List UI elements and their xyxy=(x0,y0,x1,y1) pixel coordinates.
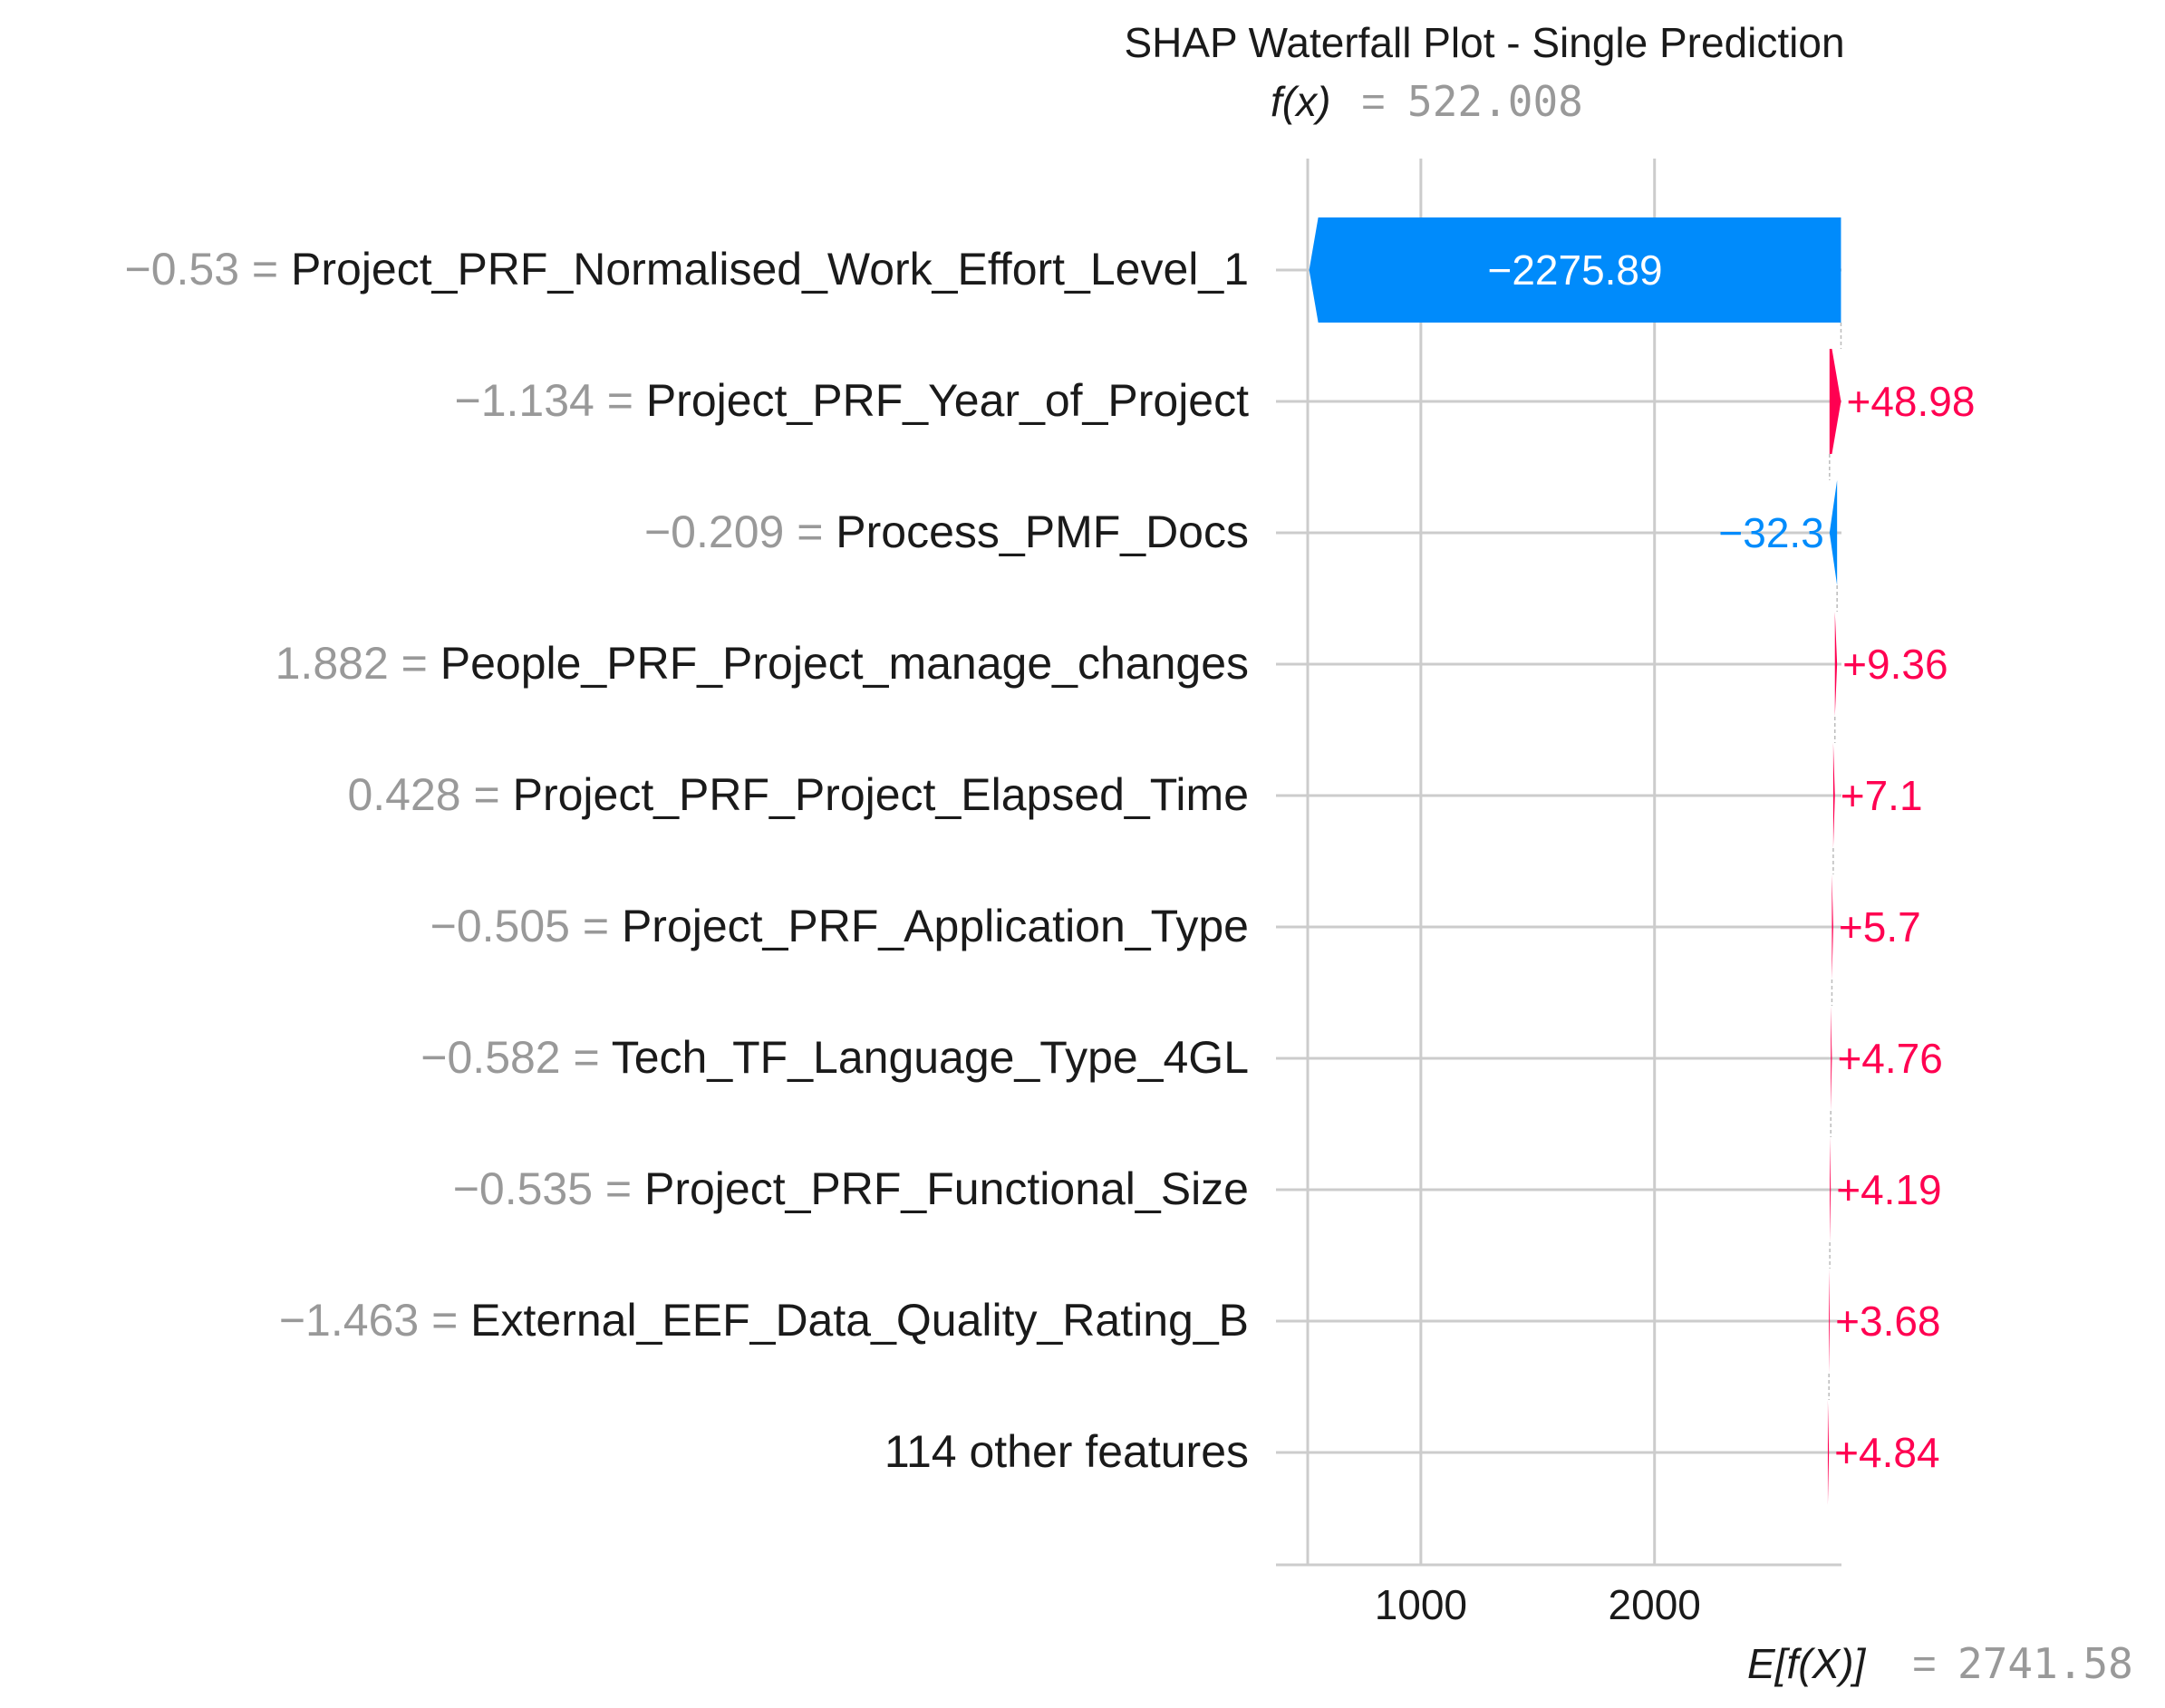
feature-label: −0.535 = Project_PRF_Functional_Size xyxy=(453,1163,1249,1214)
waterfall-bar xyxy=(1830,1137,1832,1242)
feature-value: −0.535 = xyxy=(453,1163,644,1214)
waterfall-bar xyxy=(1829,480,1838,585)
feature-name: Project_PRF_Normalised_Work_Effort_Level… xyxy=(291,244,1249,294)
feature-label: −0.582 = Tech_TF_Language_Type_4GL xyxy=(420,1032,1249,1083)
grid-layer xyxy=(1276,159,1841,1567)
waterfall-bar xyxy=(1831,1006,1832,1111)
shap-value-label: +9.36 xyxy=(1842,641,1948,688)
bar-layer xyxy=(1309,217,1842,1505)
feature-value: −1.463 = xyxy=(279,1295,470,1346)
efx-equals: = xyxy=(1912,1640,1937,1687)
shap-value-label: +48.98 xyxy=(1846,378,1975,425)
x-tick-label: 2000 xyxy=(1609,1581,1701,1628)
shap-value-label: +4.76 xyxy=(1837,1035,1942,1082)
efx-footer: E[f(X)] = 2741.58 xyxy=(1747,1639,2133,1688)
feature-name: External_EEF_Data_Quality_Rating_B xyxy=(470,1295,1249,1346)
shap-value-label: +4.84 xyxy=(1834,1429,1939,1476)
waterfall-bar xyxy=(1829,1269,1831,1374)
shap-value-label: +3.68 xyxy=(1835,1298,1940,1345)
shap-value-label: −32.3 xyxy=(1718,509,1823,556)
feature-label: −1.463 = External_EEF_Data_Quality_Ratin… xyxy=(279,1295,1249,1346)
efx-label: E[f(X)] xyxy=(1747,1640,1867,1687)
feature-value: 0.428 = xyxy=(347,769,512,820)
shap-value-label: +4.19 xyxy=(1836,1166,1941,1213)
waterfall-bar xyxy=(1309,217,1841,323)
fx-label: f(x) xyxy=(1271,78,1330,125)
waterfall-bar xyxy=(1827,1400,1830,1505)
feature-label: −0.209 = Process_PMF_Docs xyxy=(644,507,1249,557)
chart-title: SHAP Waterfall Plot - Single Prediction xyxy=(1124,19,1844,66)
feature-label: 1.882 = People_PRF_Project_manage_change… xyxy=(275,638,1249,689)
feature-name: Project_PRF_Functional_Size xyxy=(644,1163,1249,1214)
feature-value: −0.209 = xyxy=(644,507,836,557)
fx-value: 522.008 xyxy=(1407,77,1583,126)
feature-value: −0.505 = xyxy=(430,901,622,951)
fx-equals: = xyxy=(1361,78,1386,125)
feature-name: Tech_TF_Language_Type_4GL xyxy=(612,1032,1249,1083)
feature-value: −0.582 = xyxy=(420,1032,611,1083)
efx-value: 2741.58 xyxy=(1957,1639,2133,1688)
x-tick-label: 1000 xyxy=(1375,1581,1467,1628)
feature-label: −0.53 = Project_PRF_Normalised_Work_Effo… xyxy=(125,244,1249,294)
feature-name: Project_PRF_Application_Type xyxy=(622,901,1249,951)
feature-value: 1.882 = xyxy=(275,638,440,689)
waterfall-bar xyxy=(1834,612,1838,717)
feature-name: People_PRF_Project_manage_changes xyxy=(440,638,1249,689)
feature-label: 114 other features xyxy=(884,1426,1249,1477)
waterfall-bar xyxy=(1829,349,1841,454)
feature-name: Project_PRF_Project_Elapsed_Time xyxy=(513,769,1249,820)
shap-value-label: +7.1 xyxy=(1841,772,1923,819)
feature-value: −0.53 = xyxy=(125,244,292,294)
shap-value-label: −2275.89 xyxy=(1487,246,1662,294)
feature-label: −0.505 = Project_PRF_Application_Type xyxy=(430,901,1249,951)
feature-name: 114 other features xyxy=(884,1426,1249,1477)
shap-value-label: +5.7 xyxy=(1839,903,1921,950)
waterfall-bar xyxy=(1832,743,1835,848)
feature-value: −1.134 = xyxy=(455,375,646,426)
label-layer: 1000 2000 −0.53 = Project_PRF_Normalised_W… xyxy=(125,244,1976,1628)
feature-label: 0.428 = Project_PRF_Project_Elapsed_Time xyxy=(347,769,1249,820)
feature-label: −1.134 = Project_PRF_Year_of_Project xyxy=(455,375,1250,426)
fx-header: f(x) = 522.008 xyxy=(1271,77,1583,126)
feature-name: Process_PMF_Docs xyxy=(836,507,1249,557)
feature-name: Project_PRF_Year_of_Project xyxy=(646,375,1249,426)
